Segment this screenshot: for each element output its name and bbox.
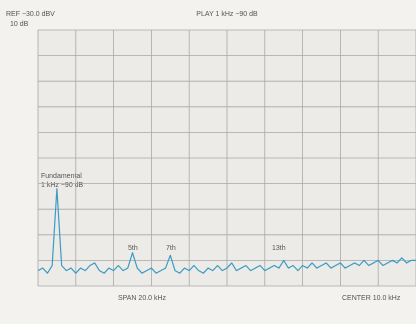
annotation: 13th [272,245,286,252]
center-label: CENTER 10.0 kHz [342,295,401,302]
annotation: 7th [166,245,176,252]
span-label: SPAN 20.0 kHz [118,295,167,302]
ref-label: REF −30.0 dBV [6,11,55,18]
annotation: 5th [128,245,138,252]
annotation: 1 kHz −90 dB [41,182,84,189]
annotation: Fundamental [41,173,82,180]
scale-label: 10 dB [10,21,29,28]
trace [37,188,416,274]
chart-title: PLAY 1 kHz −90 dB [196,11,258,18]
